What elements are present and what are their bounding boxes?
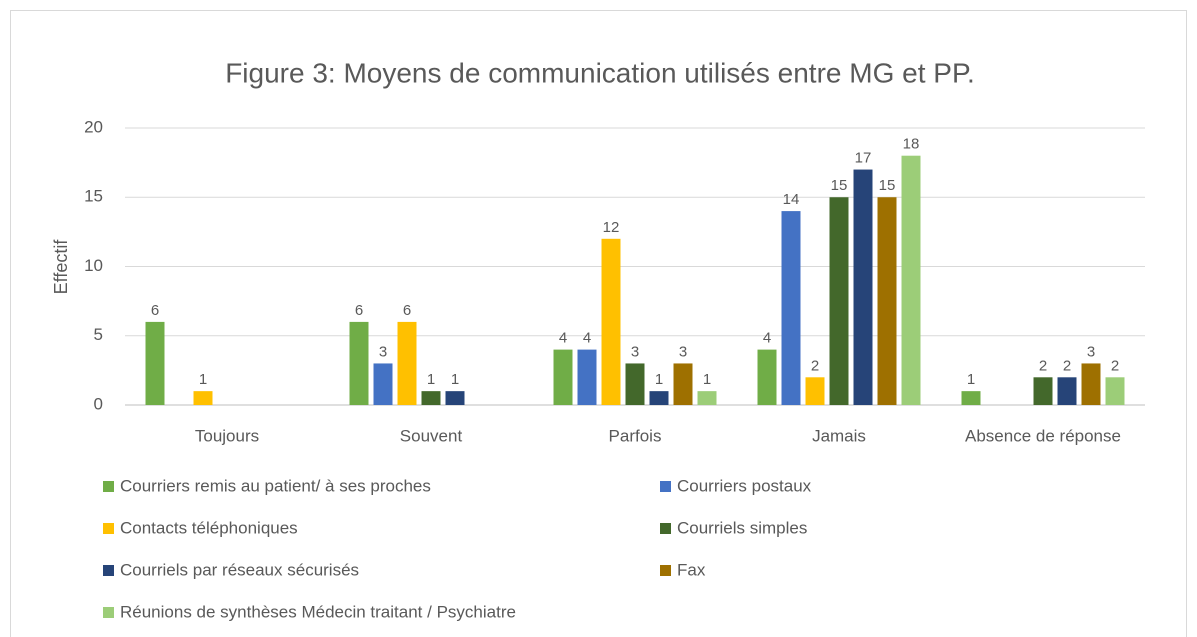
y-axis-label: Effectif [51, 239, 71, 295]
bar [805, 377, 825, 405]
bar [901, 155, 921, 405]
data-label: 15 [831, 177, 848, 194]
data-label: 3 [1087, 343, 1095, 360]
data-label: 14 [783, 191, 800, 208]
bar [445, 391, 465, 405]
data-label: 4 [763, 330, 771, 347]
data-label: 1 [451, 371, 459, 388]
bar [577, 349, 597, 405]
bar [349, 321, 369, 405]
bar [1057, 377, 1077, 405]
bar [397, 321, 417, 405]
data-label: 3 [631, 343, 639, 360]
y-tick-label: 10 [84, 256, 103, 275]
y-tick-label: 20 [84, 117, 103, 136]
data-label: 1 [703, 371, 711, 388]
bar [625, 363, 645, 405]
y-tick-label: 0 [94, 394, 103, 413]
legend-swatch [660, 481, 671, 492]
data-label: 3 [379, 343, 387, 360]
x-tick-label: Jamais [812, 426, 866, 445]
bar [649, 391, 669, 405]
data-label: 6 [151, 302, 159, 319]
data-label: 6 [355, 302, 363, 319]
data-label: 1 [967, 371, 975, 388]
data-label: 2 [1111, 357, 1119, 374]
y-tick-label: 5 [94, 325, 103, 344]
legend-label: Réunions de synthèses Médecin traitant /… [120, 602, 516, 621]
legend-label: Courriers postaux [677, 476, 812, 495]
bar [697, 391, 717, 405]
bar [853, 169, 873, 405]
legend-label: Courriels simples [677, 518, 807, 537]
legend-label: Fax [677, 560, 706, 579]
bar [145, 321, 165, 405]
legend-swatch [660, 565, 671, 576]
data-label: 2 [811, 357, 819, 374]
legend-swatch [660, 523, 671, 534]
x-tick-label: Absence de réponse [965, 426, 1121, 445]
bar [673, 363, 693, 405]
bar [757, 349, 777, 405]
bar [601, 238, 621, 405]
legend-swatch [103, 481, 114, 492]
data-label: 6 [403, 302, 411, 319]
bar [961, 391, 981, 405]
data-label: 1 [427, 371, 435, 388]
bar [1033, 377, 1053, 405]
data-label: 2 [1063, 357, 1071, 374]
chart-border [10, 10, 1187, 637]
data-label: 4 [559, 330, 567, 347]
legend-label: Contacts téléphoniques [120, 518, 298, 537]
data-label: 18 [903, 136, 920, 153]
x-tick-label: Parfois [609, 426, 662, 445]
bar [553, 349, 573, 405]
data-label: 2 [1039, 357, 1047, 374]
bar [373, 363, 393, 405]
bar [1081, 363, 1101, 405]
data-label: 17 [855, 150, 872, 167]
data-label: 15 [879, 177, 896, 194]
legend-label: Courriels par réseaux sécurisés [120, 560, 359, 579]
y-tick-label: 15 [84, 187, 103, 206]
data-label: 1 [655, 371, 663, 388]
chart-title: Figure 3: Moyens de communication utilis… [225, 57, 975, 88]
bar [829, 197, 849, 405]
bar [421, 391, 441, 405]
data-label: 1 [199, 371, 207, 388]
x-tick-label: Souvent [400, 426, 463, 445]
data-label: 12 [603, 219, 620, 236]
legend-label: Courriers remis au patient/ à ses proche… [120, 476, 431, 495]
bar [1105, 377, 1125, 405]
data-label: 4 [583, 330, 591, 347]
legend-swatch [103, 607, 114, 618]
x-tick-label: Toujours [195, 426, 259, 445]
legend-swatch [103, 523, 114, 534]
data-label: 3 [679, 343, 687, 360]
legend-swatch [103, 565, 114, 576]
bar [877, 197, 897, 405]
bar [781, 211, 801, 405]
bar [193, 391, 213, 405]
